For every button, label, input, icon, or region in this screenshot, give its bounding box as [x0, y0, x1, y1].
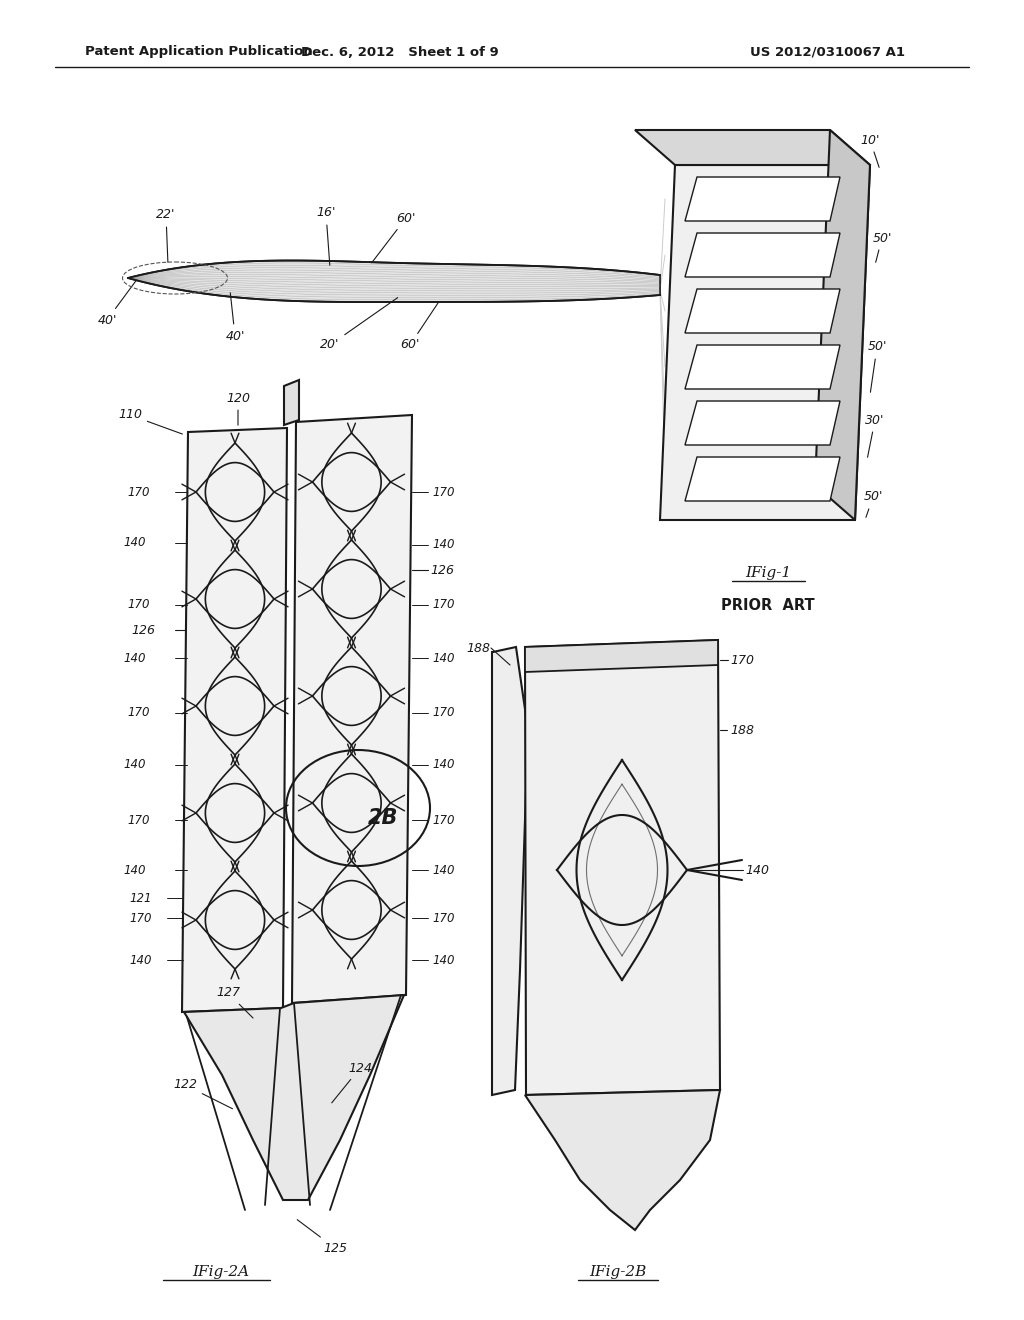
Text: 50': 50': [872, 231, 892, 263]
Text: US 2012/0310067 A1: US 2012/0310067 A1: [750, 45, 905, 58]
Text: 50': 50': [867, 341, 887, 392]
Text: 124: 124: [332, 1061, 372, 1102]
Text: Dec. 6, 2012   Sheet 1 of 9: Dec. 6, 2012 Sheet 1 of 9: [301, 45, 499, 58]
Text: 50': 50': [863, 491, 883, 517]
Text: Patent Application Publication: Patent Application Publication: [85, 45, 312, 58]
Text: 170: 170: [128, 813, 150, 826]
Polygon shape: [525, 1090, 720, 1230]
Text: 16': 16': [316, 206, 336, 265]
Polygon shape: [685, 345, 840, 389]
Text: 140: 140: [124, 759, 146, 771]
Polygon shape: [815, 129, 870, 520]
Polygon shape: [525, 640, 720, 1096]
Text: 140: 140: [432, 652, 455, 664]
Polygon shape: [525, 640, 718, 672]
Text: PRIOR  ART: PRIOR ART: [721, 598, 815, 612]
Polygon shape: [635, 129, 870, 165]
Text: 110: 110: [118, 408, 182, 434]
Text: 125: 125: [297, 1220, 347, 1254]
Polygon shape: [660, 165, 870, 520]
Text: 22': 22': [157, 209, 176, 263]
Text: 60': 60': [400, 302, 438, 351]
Polygon shape: [492, 647, 528, 1096]
Text: 10': 10': [860, 133, 880, 168]
Polygon shape: [284, 380, 299, 425]
Text: 60': 60': [372, 211, 416, 263]
Text: 170: 170: [129, 912, 152, 924]
Text: 140: 140: [432, 863, 455, 876]
Text: 30': 30': [865, 413, 885, 457]
Polygon shape: [685, 289, 840, 333]
Text: 170: 170: [128, 486, 150, 499]
Text: 140: 140: [432, 759, 455, 771]
Text: 140: 140: [129, 953, 152, 966]
Text: 170: 170: [432, 486, 455, 499]
Text: 188: 188: [730, 723, 754, 737]
Polygon shape: [292, 414, 412, 1003]
Polygon shape: [184, 995, 404, 1200]
Text: 127: 127: [216, 986, 253, 1018]
Text: 170: 170: [432, 912, 455, 924]
Text: 140: 140: [745, 863, 769, 876]
Text: IFig-2A: IFig-2A: [193, 1265, 249, 1279]
Polygon shape: [685, 457, 840, 502]
Text: IFig-2B: IFig-2B: [590, 1265, 647, 1279]
Text: 170: 170: [128, 598, 150, 611]
Polygon shape: [182, 428, 287, 1012]
Text: 140: 140: [124, 863, 146, 876]
Text: 140: 140: [432, 953, 455, 966]
Polygon shape: [128, 260, 660, 302]
Text: 40': 40': [97, 280, 136, 326]
Text: 40': 40': [225, 293, 245, 342]
Text: 170: 170: [128, 706, 150, 719]
Text: 170: 170: [432, 598, 455, 611]
Text: 122: 122: [173, 1078, 232, 1109]
Polygon shape: [685, 234, 840, 277]
Text: IFig-1: IFig-1: [744, 566, 792, 579]
Text: 20': 20': [321, 297, 397, 351]
Text: 126: 126: [131, 623, 155, 636]
Text: 121: 121: [129, 891, 152, 904]
Text: 170: 170: [432, 706, 455, 719]
Text: 140: 140: [124, 652, 146, 664]
Text: 188: 188: [466, 642, 490, 655]
Text: 2B: 2B: [368, 808, 398, 828]
Polygon shape: [685, 401, 840, 445]
Text: 140: 140: [432, 539, 455, 552]
Text: 170: 170: [432, 813, 455, 826]
Text: 126: 126: [430, 564, 454, 577]
Polygon shape: [685, 177, 840, 220]
Text: 120: 120: [226, 392, 250, 425]
Text: 170: 170: [730, 653, 754, 667]
Text: 140: 140: [124, 536, 146, 549]
